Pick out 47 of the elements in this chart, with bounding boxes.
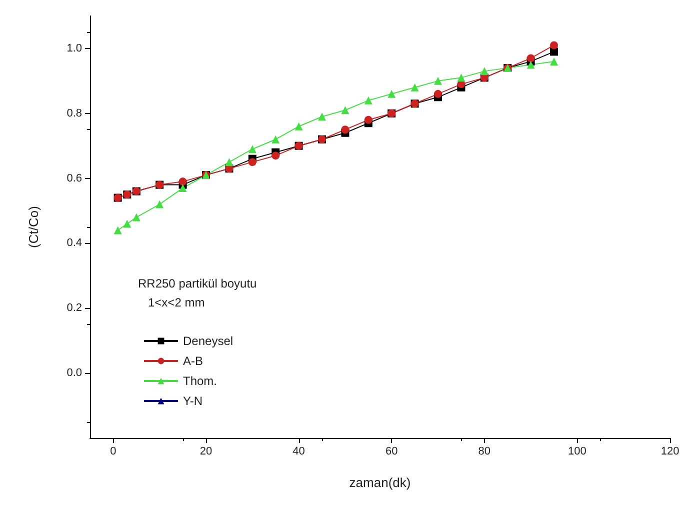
point — [550, 41, 558, 50]
point — [364, 96, 372, 104]
point — [341, 106, 350, 114]
point — [248, 145, 256, 154]
legend-label: Deneysel — [183, 334, 234, 348]
point — [114, 226, 122, 234]
point — [550, 57, 558, 66]
x-tick-label: 60 — [385, 446, 398, 458]
point — [410, 83, 419, 92]
point — [178, 178, 187, 186]
point — [225, 158, 234, 166]
point — [526, 60, 535, 69]
point — [123, 220, 132, 228]
point — [434, 90, 442, 98]
point — [248, 158, 256, 166]
legend-title: RR250 partikül boyutu 1<x<2 mm — [138, 276, 257, 310]
y-axis-title: (Ct/Co) — [26, 206, 41, 248]
legend-label: A-B — [183, 354, 204, 368]
x-tick-label: 40 — [292, 446, 305, 458]
point — [388, 90, 396, 98]
point — [480, 67, 488, 76]
x-axis-title: zaman(dk) — [349, 475, 411, 490]
point — [341, 126, 350, 134]
x-tick-label: 20 — [200, 446, 212, 458]
y-tick-label: 0.8 — [66, 107, 82, 120]
point — [318, 112, 326, 121]
x-tick-label: 0 — [110, 446, 116, 458]
point — [178, 184, 187, 192]
point — [272, 135, 280, 144]
y-tick-label: 0.0 — [66, 367, 82, 380]
point — [272, 152, 280, 160]
y-tick-label: 0.6 — [66, 172, 82, 184]
point — [364, 116, 372, 124]
point — [457, 74, 466, 82]
point — [434, 76, 442, 85]
y-tick-label: 0.2 — [66, 302, 82, 314]
legend-label: Y-N — [183, 394, 203, 408]
point — [156, 200, 164, 208]
x-tick-label: 100 — [568, 446, 586, 458]
point — [526, 54, 535, 62]
point — [294, 122, 303, 130]
x-tick-label: 80 — [478, 446, 491, 458]
legend-label: Thom. — [183, 374, 218, 388]
point — [132, 213, 140, 222]
y-tick-label: 1.0 — [66, 42, 82, 54]
y-tick-label: 0.4 — [66, 237, 82, 250]
x-tick-label: 120 — [660, 446, 680, 458]
